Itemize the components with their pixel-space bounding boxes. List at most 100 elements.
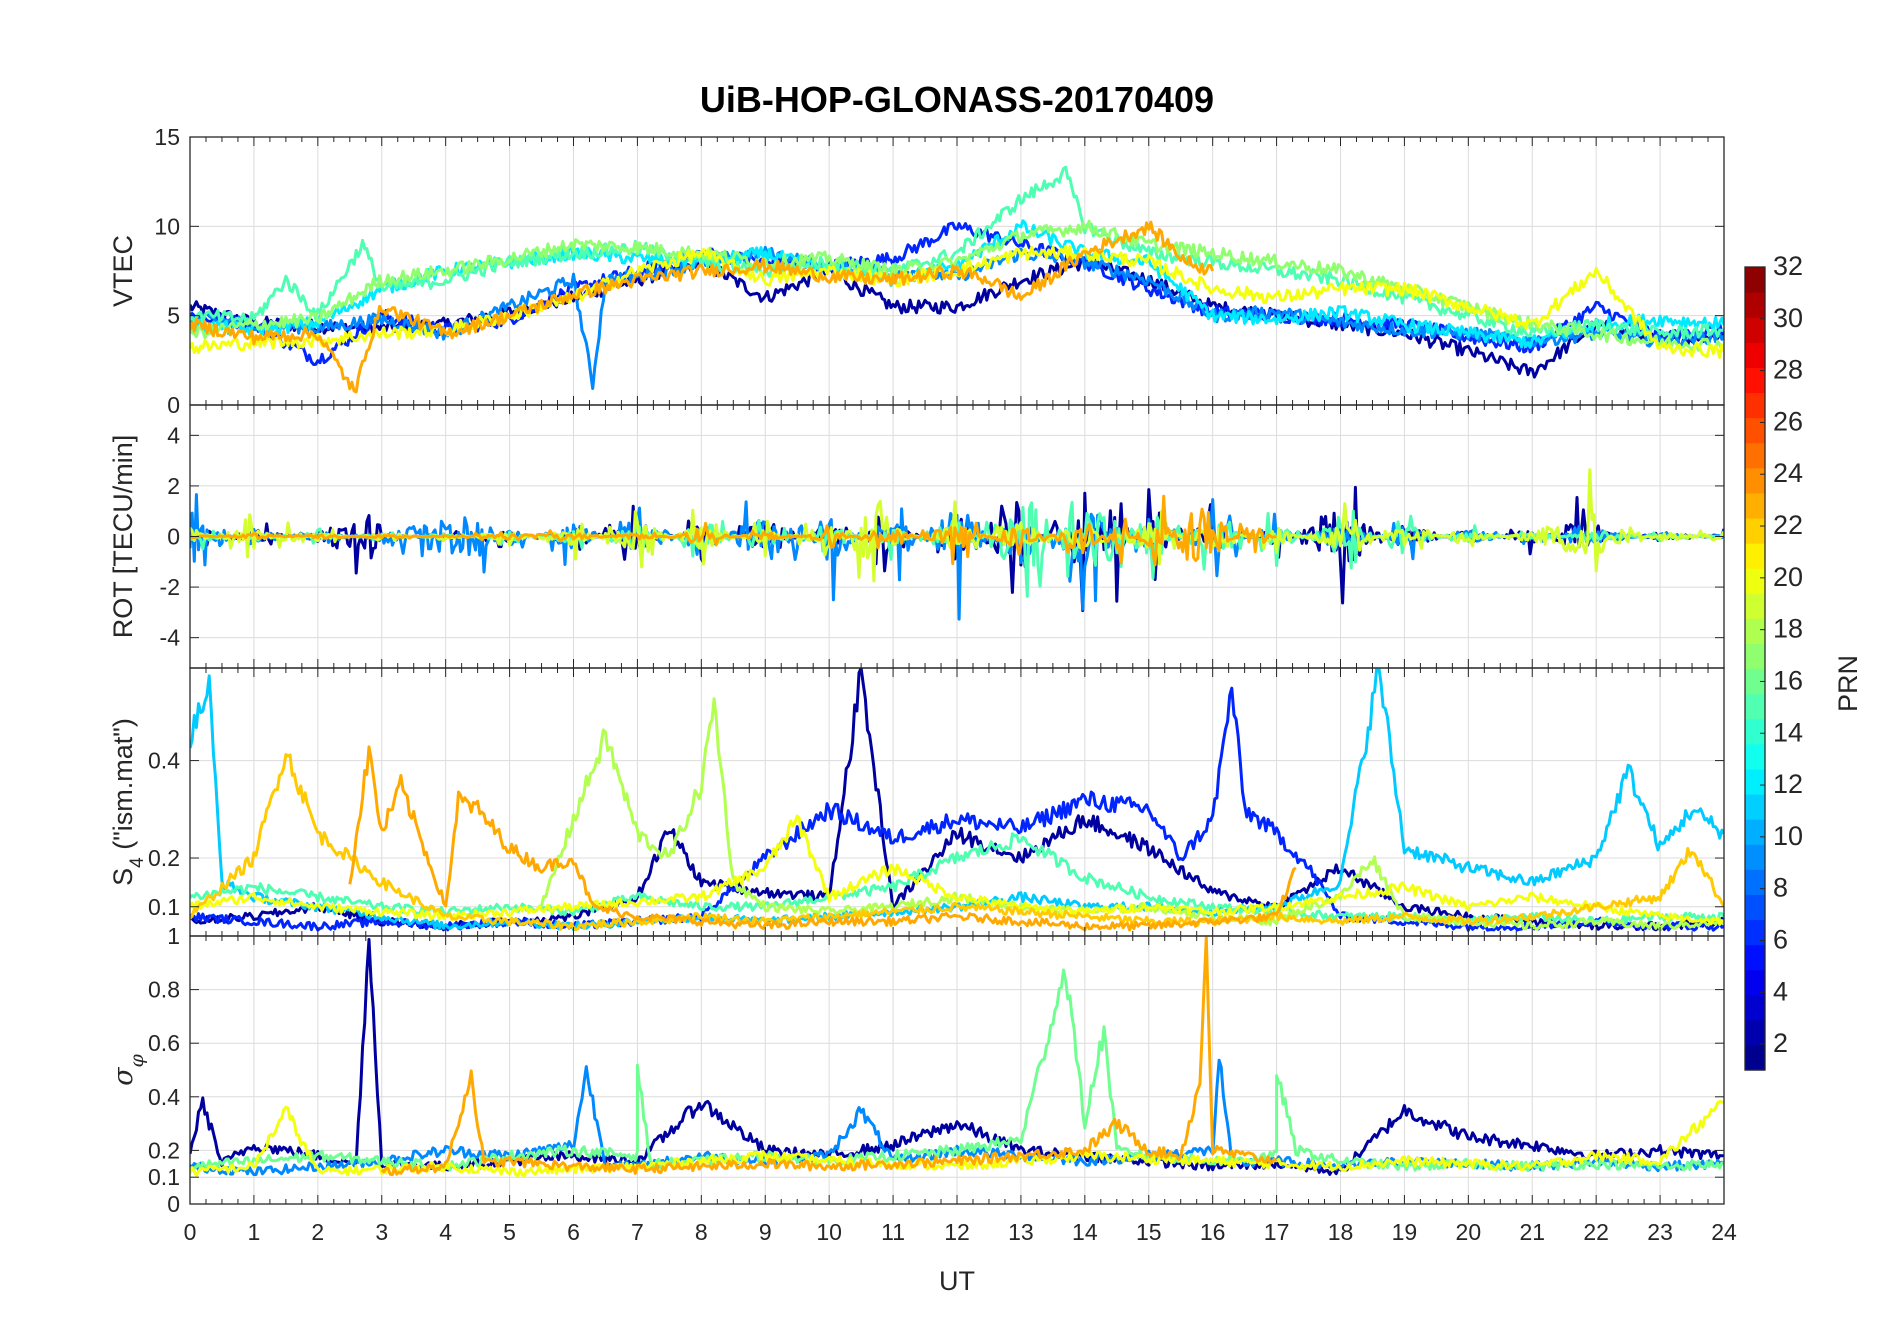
- colorbar-tick-label: 26: [1773, 406, 1803, 436]
- colorbar-swatch: [1745, 969, 1765, 996]
- colorbar-swatch: [1745, 743, 1765, 770]
- x-tick-label: 2: [311, 1219, 324, 1245]
- colorbar-swatch: [1745, 718, 1765, 745]
- series-prn-17: [190, 219, 1724, 352]
- colorbar-swatch: [1745, 568, 1765, 594]
- colorbar-swatch: [1745, 994, 1765, 1021]
- y-tick-label: 15: [154, 124, 180, 150]
- colorbar-tick-label: 14: [1773, 717, 1803, 747]
- panel-vtec: 0 5 10 15 VTEC: [108, 124, 1725, 418]
- y-tick-label: 10: [154, 213, 180, 239]
- x-tick-label: 3: [375, 1219, 388, 1245]
- colorbar-tick-label: 18: [1773, 614, 1803, 644]
- y-tick-label: 0.6: [148, 1030, 180, 1056]
- colorbar-swatch: [1745, 367, 1765, 394]
- y-tick-label: 0.4: [148, 748, 180, 774]
- panel-rot: -4 -2 0 2 4 ROT [TECU/min]: [108, 404, 1725, 669]
- colorbar-tick-label: 22: [1773, 510, 1803, 540]
- series-prn-22: [190, 753, 1724, 932]
- colorbar-tick-label: 30: [1773, 303, 1803, 333]
- x-tick-label: 11: [881, 1219, 905, 1245]
- colorbar-swatch: [1745, 819, 1765, 845]
- y-tick-label: 4: [167, 422, 180, 448]
- colorbar-swatch: [1745, 668, 1765, 695]
- x-tick-label: 10: [816, 1219, 842, 1245]
- colorbar-swatch: [1745, 1044, 1765, 1071]
- y-tick-label: -2: [160, 574, 180, 600]
- colorbar-tick-label: 6: [1773, 924, 1788, 954]
- x-tick-label: 23: [1647, 1219, 1673, 1245]
- series-prn-23: [190, 220, 1215, 394]
- chart-title: UiB-HOP-GLONASS-20170409: [700, 79, 1214, 120]
- y-tick-label: -4: [160, 625, 181, 651]
- x-tick-label: 7: [631, 1219, 644, 1245]
- colorbar-swatch: [1745, 894, 1765, 921]
- colorbar-swatch: [1745, 1019, 1765, 1046]
- y-tick-label: 0: [167, 392, 180, 418]
- y-tick-label: 0.2: [148, 845, 180, 871]
- x-tick-label: 8: [695, 1219, 708, 1245]
- colorbar-label: PRN: [1833, 655, 1863, 712]
- colorbar-swatch: [1745, 492, 1765, 519]
- y-axis-label-vtec: VTEC: [108, 235, 138, 307]
- colorbar-tick-label: 10: [1773, 821, 1803, 851]
- x-tick-label: 24: [1711, 1219, 1737, 1245]
- y-tick-label: 0.2: [148, 1137, 180, 1163]
- colorbar-swatch: [1745, 442, 1765, 469]
- series-prn-23: [380, 936, 1278, 1177]
- x-tick-label: 13: [1008, 1219, 1034, 1245]
- series-prn-20: [190, 814, 1724, 926]
- colorbar-swatch: [1745, 467, 1765, 494]
- y-tick-label: 0.4: [148, 1084, 180, 1110]
- colorbar-swatch: [1745, 844, 1765, 870]
- x-tick-label: 18: [1328, 1219, 1354, 1245]
- y-axis-label-s4: S4 ("ism.mat"): [108, 718, 148, 886]
- x-tick-label: 22: [1583, 1219, 1609, 1245]
- x-tick-label: 6: [567, 1219, 580, 1245]
- x-tick-label: 4: [439, 1219, 452, 1245]
- colorbar-frame: [1744, 266, 1766, 1071]
- y-tick-label: 0.1: [148, 894, 180, 920]
- colorbar-swatch: [1745, 543, 1765, 569]
- x-tick-label: 12: [944, 1219, 970, 1245]
- colorbar-swatch: [1745, 618, 1765, 645]
- x-axis-label: UT: [939, 1266, 975, 1296]
- series-prn-15: [190, 165, 1724, 340]
- colorbar-tick-label: 4: [1773, 976, 1788, 1006]
- colorbar-tick-label: 12: [1773, 769, 1803, 799]
- colorbar-swatch: [1745, 392, 1765, 419]
- x-tick-label: 17: [1264, 1219, 1290, 1245]
- colorbar-swatch: [1745, 342, 1765, 368]
- y-tick-label: 0.1: [148, 1164, 180, 1190]
- colorbar-swatch: [1745, 693, 1765, 720]
- colorbar-tick-label: 8: [1773, 873, 1788, 903]
- colorbar-swatch: [1745, 919, 1765, 946]
- x-tick-label: 19: [1392, 1219, 1418, 1245]
- colorbar-tick-label: 16: [1773, 665, 1803, 695]
- y-tick-label: 0: [167, 1191, 180, 1217]
- colorbar-swatch: [1745, 643, 1765, 670]
- x-tick-label: 15: [1136, 1219, 1162, 1245]
- y-tick-label: 1: [167, 923, 180, 949]
- colorbar-swatch: [1745, 944, 1765, 971]
- x-tick-label: 20: [1456, 1219, 1482, 1245]
- x-tick-label: 16: [1200, 1219, 1226, 1245]
- y-tick-label: 5: [167, 303, 180, 329]
- panel-s4: 0.1 0.2 0.4S4 ("ism.mat"): [108, 667, 1725, 937]
- colorbar-tick-label: 24: [1773, 458, 1803, 488]
- x-tick-label: 14: [1072, 1219, 1098, 1245]
- colorbar-tick-label: 32: [1773, 251, 1803, 281]
- series-prn-23: [190, 494, 1277, 567]
- colorbar-swatch: [1745, 593, 1765, 619]
- colorbar-swatch: [1745, 267, 1765, 293]
- y-tick-label: 0.8: [148, 977, 180, 1003]
- colorbar-tick-label: 2: [1773, 1028, 1788, 1058]
- colorbar-swatch: [1745, 317, 1765, 343]
- colorbar-swatch: [1745, 517, 1765, 544]
- y-tick-label: 2: [167, 473, 180, 499]
- colorbar-swatch: [1745, 417, 1765, 444]
- series-group: [190, 668, 1724, 932]
- x-tick-label: 21: [1519, 1219, 1545, 1245]
